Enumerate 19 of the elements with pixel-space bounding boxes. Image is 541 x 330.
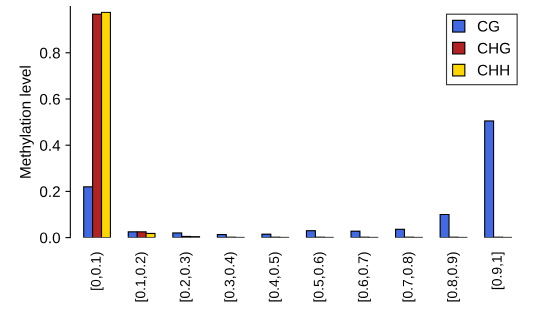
y-tick-label: 0.2 [40,186,60,198]
y-tick-label: 0.0 [40,232,60,244]
x-tick-label: [0.6,0.7) [358,252,371,302]
x-tick-label: [0.8,0.9) [447,252,460,302]
x-tick-label: [0.9,1] [492,252,505,290]
x-tick-label: [0,0.1) [90,252,104,290]
legend-label: CG [478,20,499,32]
legend-label: CHH [478,64,509,76]
x-tick-label: [0.2,0.3) [180,252,193,302]
x-tick-label: [0.5,0.6) [313,252,326,302]
x-tick-label: [0.4,0.5) [268,252,282,302]
y-axis-title: Methylation level [20,66,34,178]
y-tick-label: 0.8 [40,48,60,58]
x-tick-label: [0.1,0.2) [135,252,148,302]
y-tick-label: 0.6 [40,94,60,105]
legend-label: CHG [478,42,510,54]
x-tick-label: [0.7,0.8) [402,252,416,302]
y-tick-label: 0.4 [40,140,60,151]
x-tick-label: [0.3,0.4) [224,252,238,302]
